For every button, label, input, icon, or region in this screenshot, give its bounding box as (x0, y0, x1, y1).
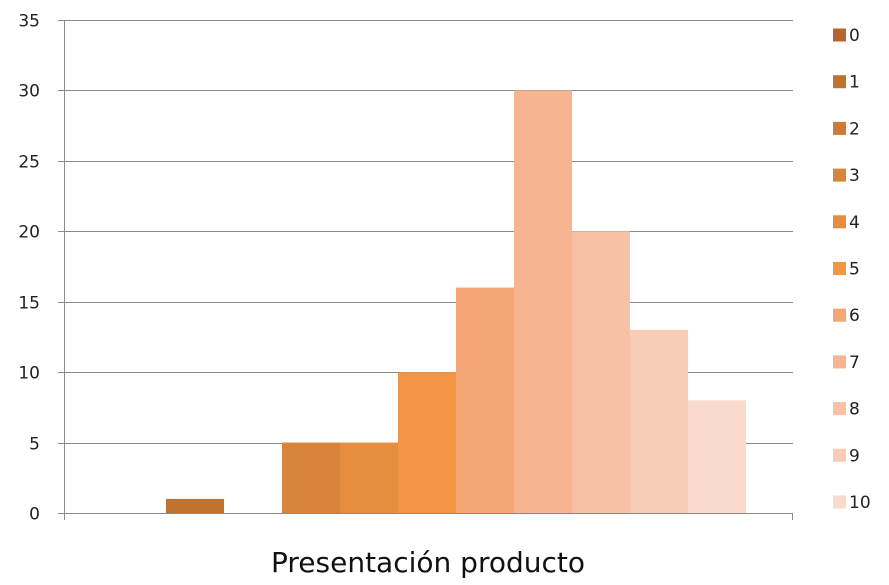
legend-label-5: 5 (849, 260, 860, 280)
bar-8 (572, 231, 630, 514)
bar-4 (340, 442, 398, 513)
y-tick-label: 0 (29, 505, 40, 525)
legend-swatch-6 (833, 308, 846, 322)
legend-label-9: 9 (849, 446, 860, 466)
y-tick-label: 35 (18, 12, 40, 32)
gridlines (64, 20, 793, 444)
legend-swatch-5 (833, 262, 846, 275)
legend-label-6: 6 (849, 306, 860, 326)
legend-swatch-10 (833, 495, 846, 509)
x-axis-label: Presentación producto (271, 546, 585, 579)
legend-swatch-3 (833, 168, 846, 182)
legend-swatch-2 (833, 121, 846, 135)
legend-swatch-1 (833, 75, 846, 89)
bars (166, 90, 746, 514)
legend-label-0: 0 (849, 26, 860, 46)
y-tick-label: 30 (18, 82, 40, 102)
legend-label-10: 10 (849, 493, 871, 513)
y-tick-label: 10 (18, 364, 40, 384)
legend-label-7: 7 (849, 353, 860, 373)
y-tick-label: 20 (18, 223, 40, 243)
bar-10 (688, 400, 746, 513)
bar-9 (630, 329, 688, 513)
y-tick-label: 25 (18, 153, 40, 173)
legend-label-2: 2 (849, 119, 860, 139)
y-tick-label: 5 (29, 435, 40, 455)
legend-label-4: 4 (849, 213, 860, 233)
bar-3 (282, 442, 340, 513)
bar-5 (398, 372, 456, 513)
legend-label-8: 8 (849, 400, 860, 420)
y-tick-label: 15 (18, 294, 40, 314)
legend-swatch-9 (833, 448, 846, 462)
legend-label-1: 1 (849, 73, 860, 93)
legend-label-3: 3 (849, 166, 860, 186)
legend-swatch-0 (833, 28, 846, 42)
legend: 0 1 2 3 4 5 6 7 8 9 10 (833, 26, 871, 513)
legend-swatch-7 (833, 355, 846, 369)
legend-swatch-8 (833, 402, 846, 416)
bar-6 (456, 287, 514, 513)
y-axis-ticks: 0 5 10 15 20 25 30 35 (18, 12, 64, 525)
bar-7 (514, 90, 572, 513)
axes (64, 20, 793, 520)
bar-1 (166, 498, 224, 513)
legend-swatch-4 (833, 215, 846, 229)
